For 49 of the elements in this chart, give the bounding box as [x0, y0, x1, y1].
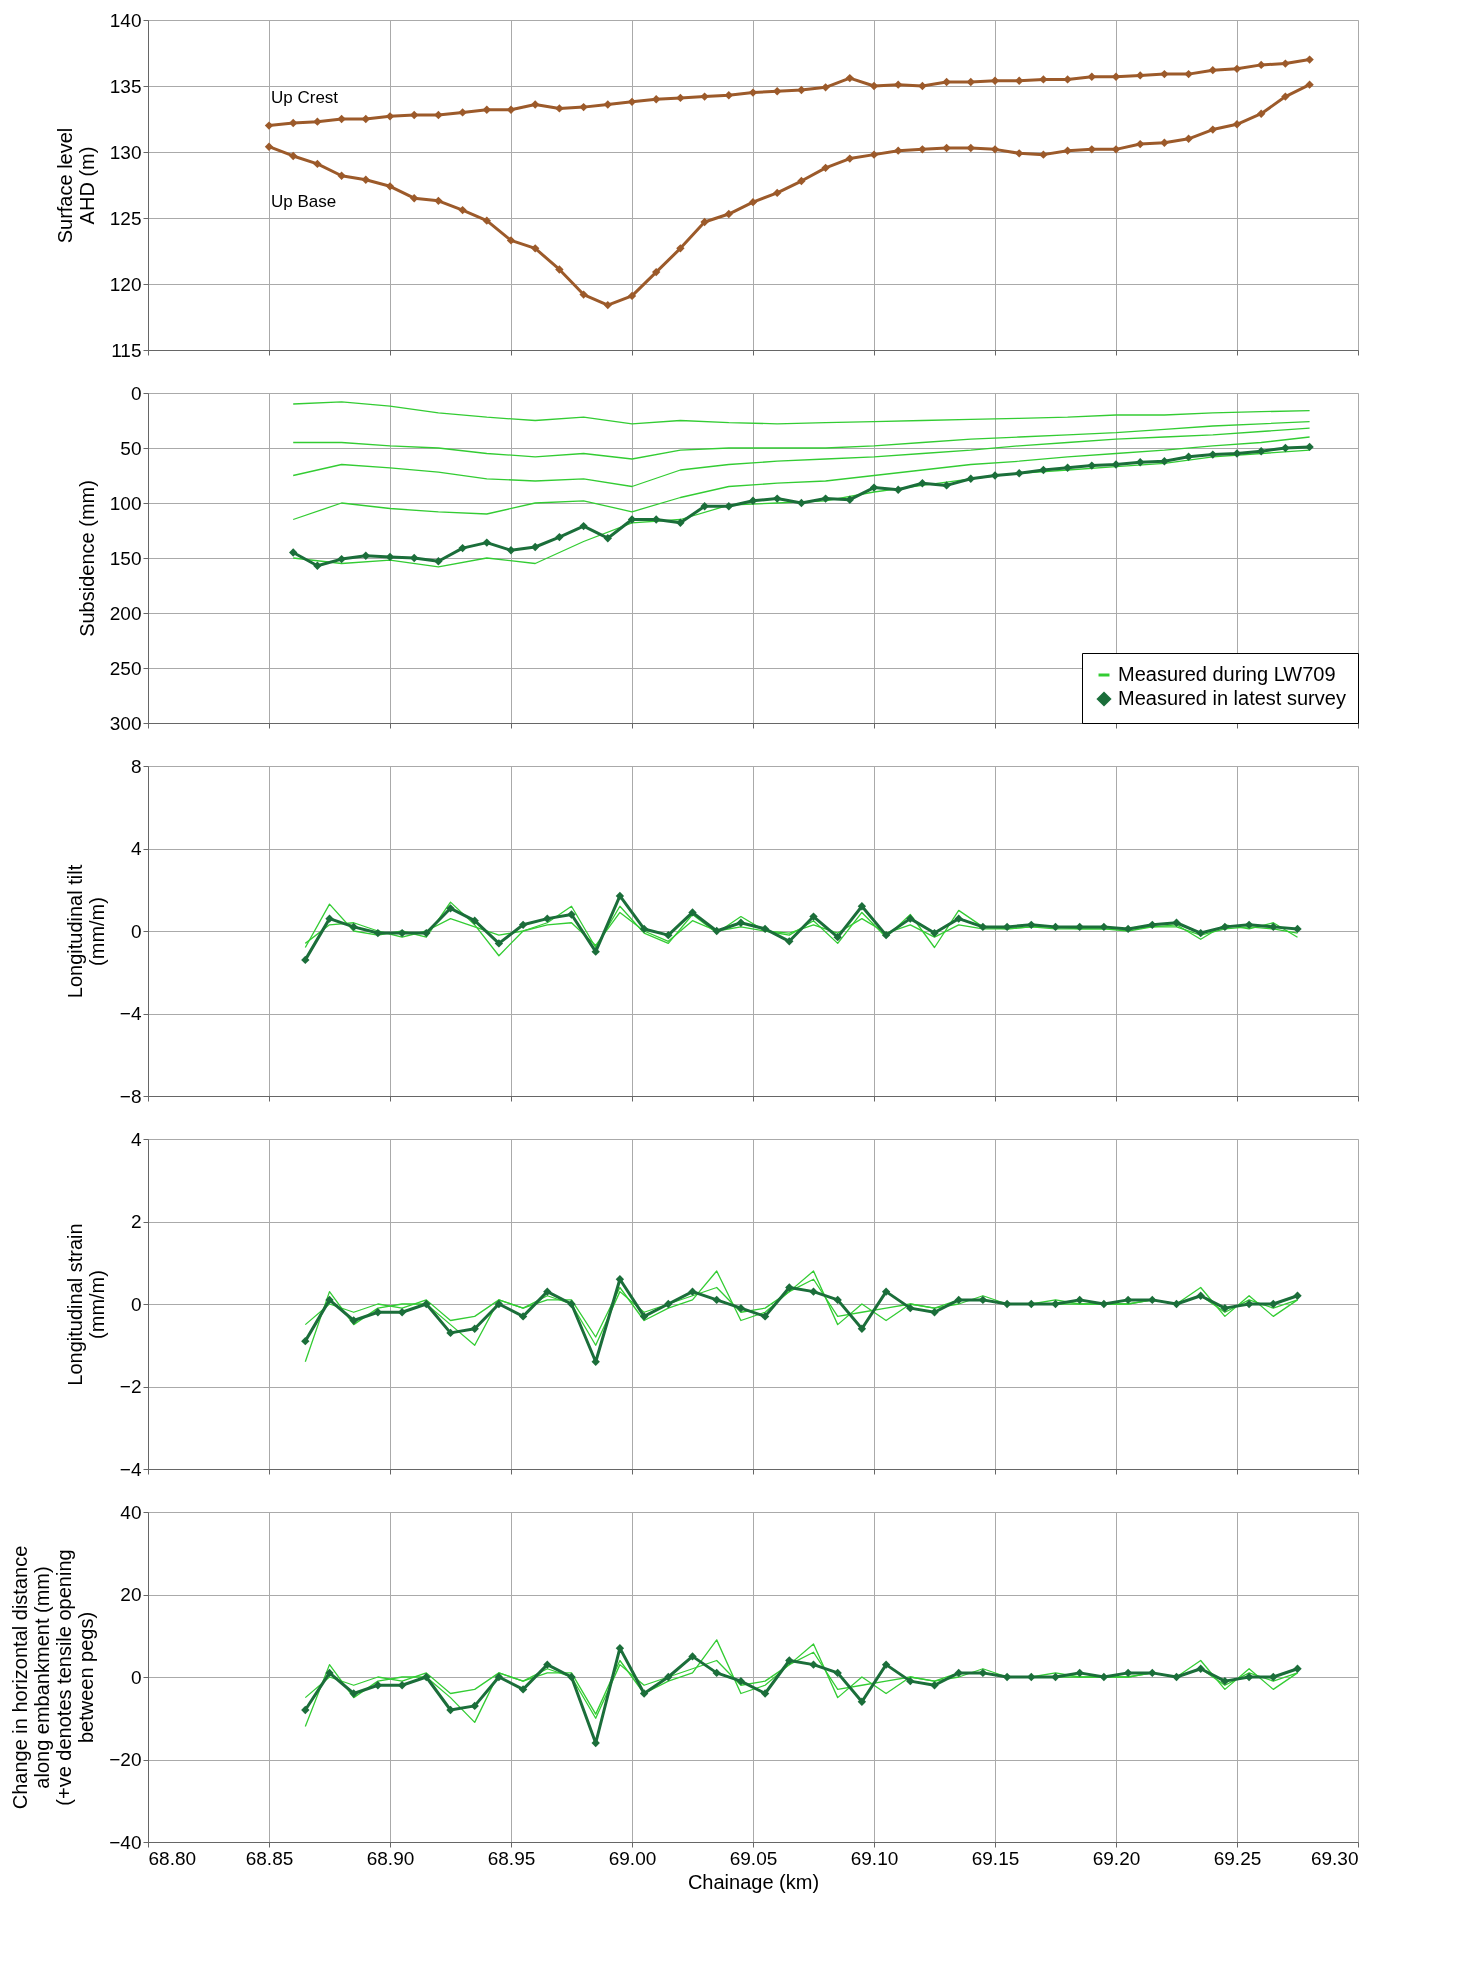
series-label: Up Crest: [271, 87, 339, 107]
y-tick-label: −8: [119, 1085, 142, 1107]
y-tick-label: −4: [119, 1458, 142, 1480]
y-axis-title: Longitudinal strain (mm/m): [63, 1223, 108, 1386]
y-tick-label: 0: [130, 382, 142, 404]
y-tick-label: −20: [109, 1749, 142, 1770]
y-tick-label: −4: [119, 1003, 142, 1024]
x-tick-label: 69.00: [608, 1847, 657, 1869]
x-tick-label: 69.25: [1213, 1847, 1262, 1869]
y-tick-label: 20: [120, 1584, 142, 1605]
y-tick-label: 120: [109, 273, 142, 295]
x-tick-label: 69.10: [850, 1847, 899, 1869]
series-label: Up Base: [271, 191, 337, 211]
x-tick-label: 69.30: [1310, 1847, 1359, 1869]
y-axis-title: Subsidence (mm): [75, 480, 98, 637]
y-tick-label: 2: [130, 1211, 142, 1232]
x-tick-label: 68.85: [245, 1847, 294, 1869]
y-tick-label: 200: [109, 602, 142, 624]
y-tick-label: 40: [120, 1501, 142, 1523]
legend-label: Measured in latest survey: [1118, 687, 1346, 709]
x-tick-label: 68.90: [366, 1847, 415, 1869]
y-tick-label: 4: [130, 1128, 142, 1150]
y-tick-label: 0: [130, 1293, 142, 1315]
x-tick-label: 68.95: [487, 1847, 536, 1869]
y-tick-label: −40: [109, 1831, 142, 1853]
y-axis-title: Longitudinal tilt (mm/m): [63, 864, 108, 999]
y-tick-label: 135: [109, 75, 142, 97]
y-tick-label: 125: [109, 207, 142, 229]
y-tick-label: 0: [130, 1666, 142, 1688]
y-tick-label: 115: [111, 339, 142, 361]
x-tick-label: 69.15: [971, 1847, 1020, 1869]
x-axis-title: Chainage (km): [687, 1870, 820, 1893]
y-tick-label: 4: [130, 838, 142, 859]
y-axis-title: Change in horizontal distance along embankment (mm) (+ve denotes tensile opening between pegs): [9, 1545, 98, 1810]
y-tick-label: 100: [109, 492, 142, 514]
y-tick-label: 0: [130, 920, 142, 942]
y-tick-label: 130: [109, 141, 142, 163]
y-tick-label: 50: [120, 437, 142, 459]
x-tick-label: 68.80: [148, 1847, 197, 1869]
y-tick-label: 300: [109, 712, 142, 734]
x-tick-label: 69.20: [1092, 1847, 1141, 1869]
y-tick-label: −2: [119, 1376, 142, 1397]
y-axis-title: Surface level AHD (m): [53, 127, 98, 244]
x-tick-label: 69.05: [729, 1847, 778, 1869]
y-tick-label: 8: [130, 755, 142, 777]
legend-label: Measured during LW709: [1118, 663, 1336, 685]
y-tick-label: 140: [109, 9, 142, 31]
y-tick-label: 250: [109, 657, 142, 679]
y-tick-label: 150: [109, 547, 142, 569]
